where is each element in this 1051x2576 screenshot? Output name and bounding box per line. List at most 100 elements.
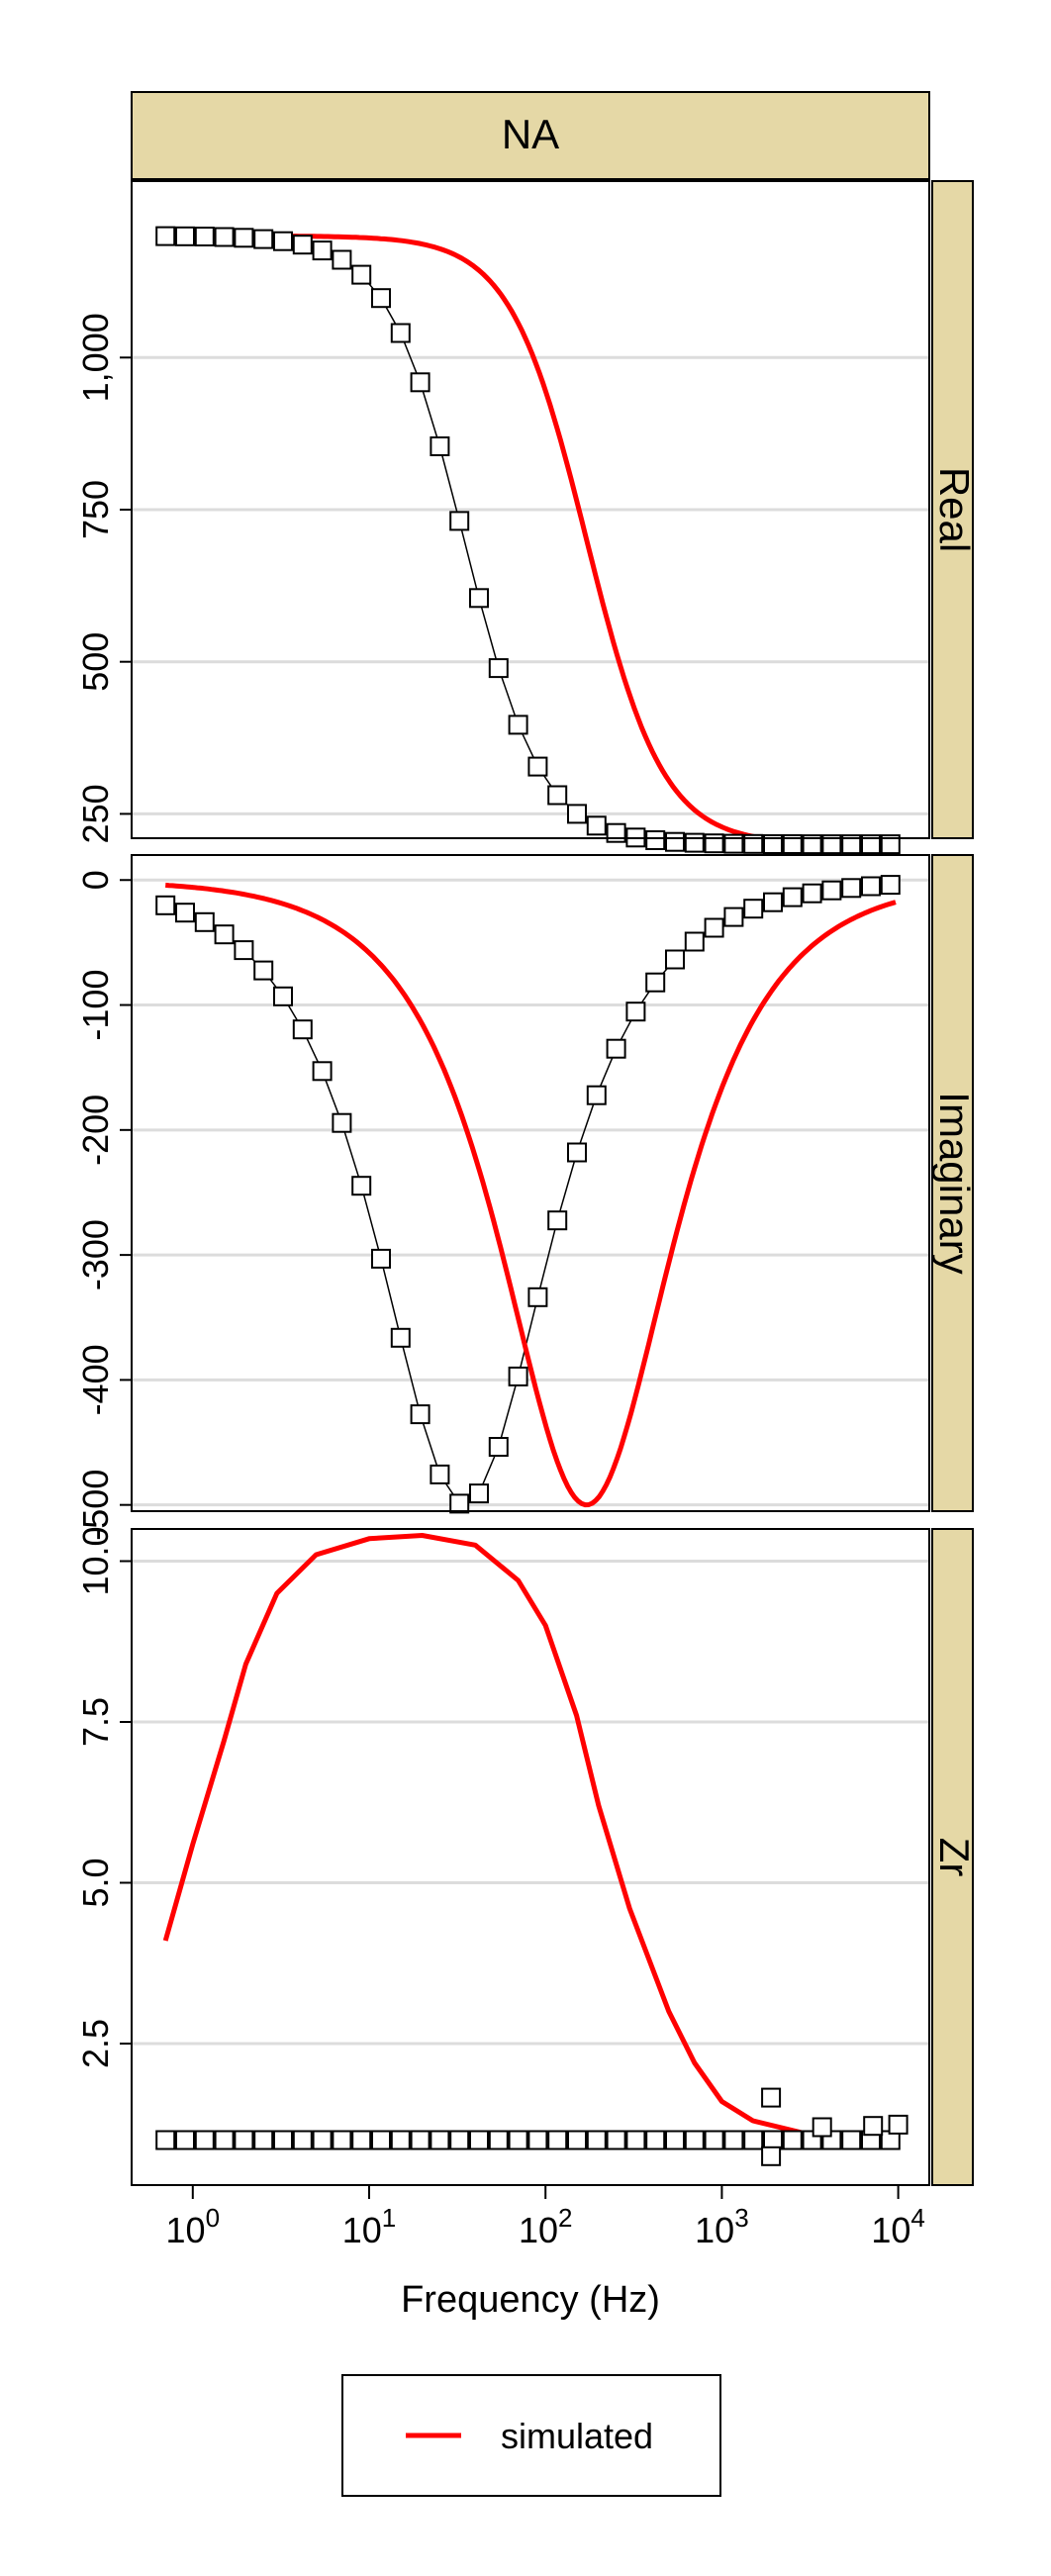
observed-point bbox=[508, 1366, 528, 1386]
observed-point bbox=[469, 1483, 489, 1504]
y-tick-label: 10.0 bbox=[75, 1526, 116, 1595]
observed-point bbox=[802, 883, 822, 904]
observed-point bbox=[155, 2130, 176, 2150]
y-tick-label: -100 bbox=[75, 970, 116, 1041]
observed-point bbox=[723, 906, 744, 927]
observed-point bbox=[194, 227, 215, 246]
y-tick-label: 1,000 bbox=[75, 313, 116, 402]
observed-point bbox=[723, 2130, 744, 2150]
panel-real: 250 500 750 1,000 Real bbox=[75, 180, 978, 855]
y-tick-label: 0 bbox=[75, 870, 116, 890]
x-tick-label: 100 bbox=[166, 2203, 221, 2250]
observed-point bbox=[332, 249, 352, 270]
x-tick-label: 101 bbox=[342, 2203, 397, 2250]
observed-point bbox=[155, 895, 176, 915]
observed-point bbox=[861, 834, 881, 855]
observed-point bbox=[410, 1404, 430, 1425]
y-tick-label: 500 bbox=[75, 632, 116, 692]
observed-point bbox=[567, 804, 587, 824]
observed-point bbox=[155, 226, 176, 246]
observed-point bbox=[312, 240, 333, 261]
panel-background bbox=[132, 1529, 929, 2185]
observed-point bbox=[390, 323, 411, 343]
observed-point bbox=[527, 756, 548, 777]
observed-point bbox=[863, 2116, 884, 2137]
panel-strip-label: Zr bbox=[931, 1838, 978, 1877]
observed-point bbox=[508, 2130, 528, 2150]
observed-point bbox=[645, 972, 666, 993]
observed-point bbox=[430, 436, 450, 456]
observed-point bbox=[253, 960, 274, 981]
observed-point bbox=[704, 2130, 724, 2150]
y-tick-label: -400 bbox=[75, 1344, 116, 1415]
y-tick-label: 250 bbox=[75, 784, 116, 843]
observed-point bbox=[547, 785, 568, 806]
observed-point bbox=[488, 2130, 509, 2150]
observed-point bbox=[547, 2130, 568, 2150]
observed-point bbox=[704, 833, 724, 854]
simulated-line bbox=[162, 1533, 899, 2143]
observed-point bbox=[332, 2130, 352, 2150]
observed-point bbox=[469, 588, 489, 609]
observed-point bbox=[606, 2130, 626, 2150]
observed-point bbox=[625, 1002, 646, 1022]
observed-point bbox=[430, 2130, 450, 2150]
observed-point bbox=[880, 875, 901, 896]
observed-point bbox=[802, 834, 822, 855]
observed-point bbox=[234, 2130, 254, 2150]
observed-point bbox=[194, 2130, 215, 2150]
observed-point bbox=[351, 1176, 372, 1196]
observed-point bbox=[841, 878, 862, 899]
observed-point bbox=[410, 2130, 430, 2150]
panel-border bbox=[131, 1528, 930, 2186]
observed-point bbox=[606, 1038, 626, 1059]
y-tick-label: 5.0 bbox=[75, 1858, 116, 1907]
simulated-line bbox=[164, 882, 897, 1508]
observed-point bbox=[234, 940, 254, 961]
observed-point bbox=[253, 2130, 274, 2150]
observed-point bbox=[449, 1493, 470, 1514]
observed-point bbox=[390, 2130, 411, 2150]
observed-point bbox=[449, 511, 470, 531]
y-tick-label: 750 bbox=[75, 480, 116, 539]
observed-point bbox=[390, 1327, 411, 1348]
observed-point bbox=[214, 227, 235, 247]
observed-point bbox=[312, 1061, 333, 1082]
observed-point bbox=[567, 2130, 587, 2150]
observed-point bbox=[371, 1248, 391, 1269]
observed-point bbox=[273, 986, 293, 1006]
observed-point bbox=[743, 899, 764, 919]
observed-point bbox=[665, 831, 685, 852]
observed-point bbox=[763, 892, 783, 912]
observed-point bbox=[761, 2087, 782, 2108]
y-tick-label: -500 bbox=[75, 1470, 116, 1541]
observed-point bbox=[234, 228, 254, 248]
observed-point bbox=[841, 2130, 862, 2150]
observed-point bbox=[665, 2130, 685, 2150]
y-tick-label: 7.5 bbox=[75, 1697, 116, 1747]
observed-point bbox=[841, 834, 862, 855]
observed-point bbox=[861, 876, 881, 897]
observed-point bbox=[527, 1287, 548, 1307]
panel-imaginary: 0 -100 -200 -300 -400 -500 Imaginary bbox=[75, 854, 978, 1541]
observed-point bbox=[410, 372, 430, 393]
panels: 250 500 750 1,000 Real 0 -100 -200 -300 -400 -500 I… bbox=[75, 180, 978, 2186]
observed-point bbox=[684, 2130, 705, 2150]
observed-point bbox=[214, 924, 235, 945]
observed-point bbox=[586, 1085, 607, 1105]
observed-point bbox=[763, 834, 783, 854]
observed-point bbox=[547, 1210, 568, 1231]
observed-point bbox=[684, 931, 705, 952]
observed-point bbox=[175, 2130, 195, 2150]
observed-point bbox=[880, 834, 901, 855]
observed-point bbox=[782, 887, 803, 907]
observed-point bbox=[743, 833, 764, 854]
observed-point bbox=[332, 1112, 352, 1133]
observed-point bbox=[821, 834, 842, 855]
x-axis: 100 101 102 103 104 bbox=[166, 2185, 925, 2250]
panel-strip-label: Real bbox=[931, 467, 978, 552]
observed-point bbox=[469, 2130, 489, 2150]
observed-point bbox=[761, 2146, 782, 2166]
observed-point bbox=[371, 288, 391, 309]
